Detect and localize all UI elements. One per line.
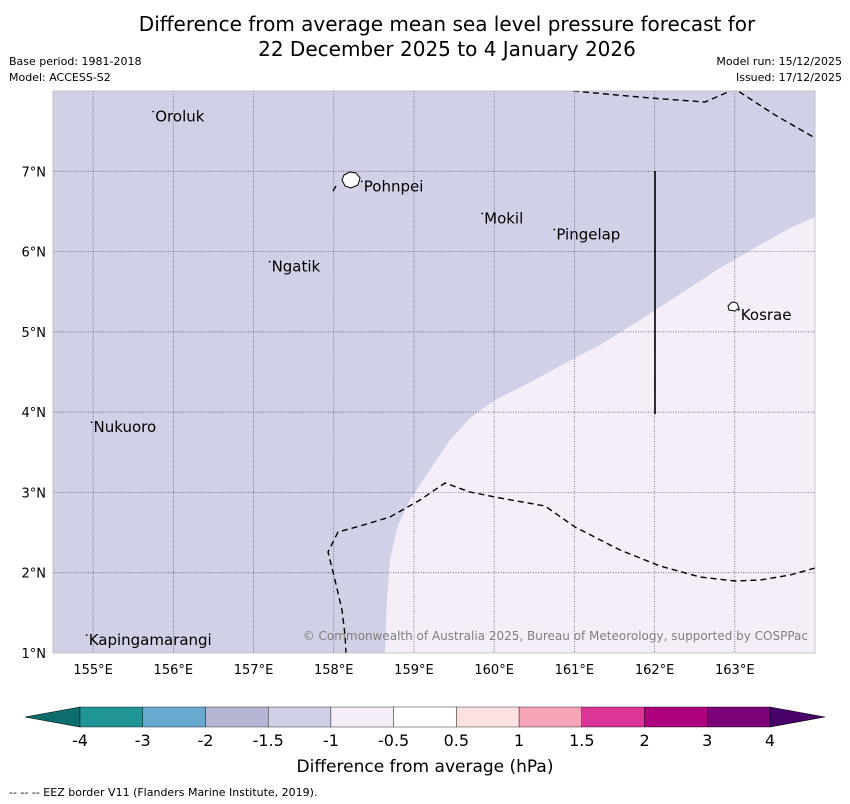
lon-label: 162°E: [635, 663, 675, 678]
eez-border-pohnpei: [332, 185, 337, 192]
colorbar-tick-label: -1: [323, 731, 339, 750]
colorbar-extend-high: [769, 706, 826, 728]
colorbar-segment: [456, 706, 520, 728]
lat-label: 4°N: [22, 406, 47, 421]
colorbar-segment: [581, 706, 645, 728]
place-label-mokil: Mokil: [484, 209, 523, 227]
colorbar-tick-label: -2: [197, 731, 213, 750]
lon-label: 161°E: [555, 663, 595, 678]
colorbar: -4 -3 -2 -1.5 -1 -0.5 0.5 1 1.5 2 3 4: [24, 706, 826, 750]
colorbar-segment: [79, 706, 143, 728]
base-period: Base period: 1981-2018: [9, 55, 142, 68]
place-label-kosrae: Kosrae: [741, 306, 792, 324]
lat-label: 2°N: [22, 567, 47, 582]
colorbar-title: Difference from average (hPa): [297, 757, 554, 777]
colorbar-tick-label: 2: [639, 731, 649, 750]
footer-note: -- -- -- EEZ border V11 (Flanders Marine…: [9, 786, 318, 799]
longitude-labels: 155°E 156°E 157°E 158°E 159°E 160°E 161°E 162°E…: [73, 663, 754, 678]
place-label-ngatik: Ngatik: [272, 258, 321, 276]
colorbar-segment: [267, 706, 332, 728]
place-marker: [85, 634, 88, 636]
colorbar-extend-low: [24, 706, 81, 728]
colorbar-segment: [518, 706, 583, 728]
map-frame: [52, 90, 816, 654]
lon-label: 156°E: [154, 663, 194, 678]
title-line-2: 22 December 2025 to 4 January 2026: [258, 37, 636, 61]
colorbar-tick-label: -3: [135, 731, 151, 750]
lat-label: 1°N: [22, 647, 47, 662]
map-title: Difference from average mean sea level p…: [0, 12, 850, 62]
region-negative-1-to-0.5: [385, 217, 815, 653]
lat-label: 3°N: [22, 486, 47, 501]
lon-label: 157°E: [234, 663, 274, 678]
colorbar-tick-label: -4: [72, 731, 88, 750]
latitude-labels: 7°N 6°N 5°N 4°N 3°N 2°N 1°N: [22, 165, 47, 662]
place-marker: [90, 421, 93, 424]
colorbar-segment: [205, 706, 269, 728]
colorbar-tick-label: 4: [765, 731, 775, 750]
colorbar-segment: [330, 706, 394, 728]
pressure-field: [53, 91, 815, 653]
metadata-left: Base period: 1981-2018 Model: ACCESS-S2: [9, 54, 141, 86]
colorbar-tick-label: 3: [702, 731, 712, 750]
lon-label: 160°E: [474, 663, 514, 678]
place-marker: [268, 260, 271, 263]
colorbar-tick-label: 1: [514, 731, 524, 750]
pohnpei-island: [341, 171, 361, 189]
lon-label: 163°E: [715, 663, 755, 678]
colorbar-tick-label: 1.5: [569, 731, 594, 750]
lon-label: 159°E: [394, 663, 434, 678]
title-line-1: Difference from average mean sea level p…: [138, 12, 756, 36]
place-marker: [152, 110, 155, 113]
model-name: Model: ACCESS-S2: [9, 71, 111, 84]
issued-date: Issued: 17/12/2025: [735, 71, 842, 84]
place-label-pohnpei: Pohnpei: [364, 177, 424, 195]
place-label-nukuoro: Nukuoro: [94, 418, 157, 436]
eez-border-north: [572, 91, 815, 139]
place-marker: [481, 212, 484, 215]
place-marker: [553, 228, 556, 231]
lon-label: 158°E: [314, 663, 354, 678]
colorbar-segment: [393, 706, 457, 728]
colorbar-tick-label: 0.5: [444, 731, 469, 750]
eez-border-south: [327, 482, 815, 653]
metadata-right: Model run: 15/12/2025 Issued: 17/12/2025: [716, 54, 842, 86]
lon-label: 155°E: [73, 663, 113, 678]
place-marker: [360, 180, 363, 183]
colorbar-tick-label: -1.5: [253, 731, 284, 750]
copyright-notice: © Commonwealth of Australia 2025, Bureau…: [303, 629, 808, 643]
place-labels: Oroluk Pohnpei Mokil Pingelap Ngatik Kosrae Nu…: [85, 108, 792, 649]
model-run: Model run: 15/12/2025: [716, 55, 842, 68]
place-marker: [737, 308, 740, 311]
eez-borders: [327, 91, 815, 653]
lat-label: 7°N: [22, 165, 47, 180]
colorbar-segment: [707, 706, 771, 728]
kosrae-island: [727, 301, 740, 312]
lat-label: 6°N: [22, 246, 47, 261]
place-label-pingelap: Pingelap: [556, 226, 620, 244]
place-label-kapingamarangi: Kapingamarangi: [89, 631, 212, 649]
place-label-oroluk: Oroluk: [155, 108, 204, 126]
colorbar-segment: [644, 706, 708, 728]
lat-label: 5°N: [22, 326, 47, 341]
colorbar-tick-label: -0.5: [378, 731, 409, 750]
colorbar-segment: [142, 706, 206, 728]
